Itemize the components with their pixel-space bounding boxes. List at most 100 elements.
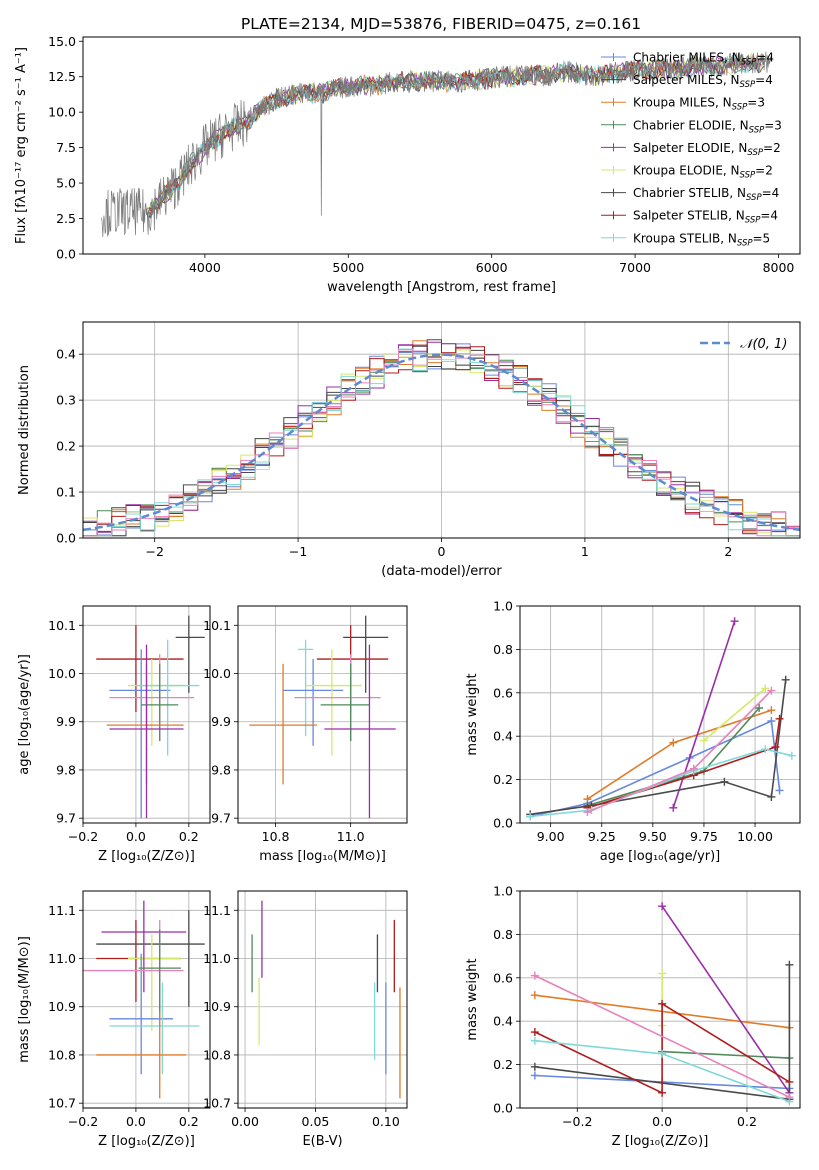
series-line <box>534 1002 790 1095</box>
panel-mass_weight_vs_z: −0.2 0.0 0.2 0.0 0.2 0.4 0.6 0.8 1.0 Z [log₁₀(Z/Z… <box>465 884 801 1149</box>
y-tick-label: 0.8 <box>493 927 513 942</box>
y-tick-label: 1.0 <box>493 599 513 614</box>
y-tick-label: 0.0 <box>56 247 76 262</box>
legend-label: Salpeter STELIB, NSSP=4 <box>633 209 778 226</box>
x-axis-label: wavelength [Angstrom, rest frame] <box>327 280 556 295</box>
y-tick-label: 9.7 <box>211 811 231 826</box>
y-tick-label: 10.1 <box>48 618 76 633</box>
axes-frame <box>237 890 408 1109</box>
axes-frame <box>82 321 801 539</box>
data-marker <box>530 1036 539 1045</box>
x-tick-label: 0.2 <box>737 1114 757 1129</box>
data-marker <box>658 1049 667 1058</box>
data-marker <box>785 1093 794 1102</box>
y-tick-label: 10.0 <box>203 666 231 681</box>
data-marker <box>530 971 539 980</box>
x-tick-label: 1 <box>581 544 589 559</box>
x-tick-label: 0.2 <box>179 829 199 844</box>
data-marker <box>785 960 794 969</box>
x-tick-label: 0.00 <box>231 1114 259 1129</box>
plot-area <box>83 891 210 1108</box>
y-tick-label: 7.5 <box>56 140 76 155</box>
x-tick-label: −0.2 <box>68 1114 98 1129</box>
series-line <box>530 719 781 818</box>
axes-frame <box>237 605 408 824</box>
data-marker <box>669 738 678 747</box>
normal-curve <box>83 353 800 532</box>
x-tick-label: 9.75 <box>690 829 718 844</box>
x-axis-label: Z [log₁₀(Z/Z⊙)] <box>98 849 195 864</box>
data-marker <box>775 786 784 795</box>
y-tick-label: 11.1 <box>48 903 76 918</box>
plot-area <box>101 51 772 238</box>
plot-area <box>238 606 407 823</box>
x-tick-label: 9.50 <box>639 829 667 844</box>
y-tick-label: 9.8 <box>56 762 76 777</box>
panel-mass_vs_ebv: 0.00 0.05 0.10 10.7 10.8 10.9 11.0 11.1 E(B-V) <box>203 890 408 1149</box>
panel-residuals: −2 −1 0 1 2 0.0 0.1 0.2 0.3 0.4 (data-model)/error… <box>17 321 801 579</box>
y-axis-label: Normed distribution <box>17 365 32 495</box>
series-line <box>672 620 736 809</box>
y-tick-label: 0.2 <box>56 439 76 454</box>
series-line <box>534 974 790 1098</box>
series-line <box>587 718 781 809</box>
panel-spectrum: 4000 5000 6000 7000 8000 0.0 2.5 5.0 7.5 10.0 12.5… <box>14 34 801 295</box>
y-tick-label: 10.8 <box>203 1047 231 1062</box>
y-tick-label: 0.6 <box>493 970 513 985</box>
x-tick-label: 0.0 <box>126 1114 146 1129</box>
data-marker <box>530 1028 539 1037</box>
y-tick-label: 9.7 <box>56 811 76 826</box>
plot-area <box>83 606 210 823</box>
y-tick-label: 5.0 <box>56 176 76 191</box>
data-marker <box>669 803 678 812</box>
x-tick-label: −1 <box>289 544 307 559</box>
axes-frame <box>519 890 801 1109</box>
axes-frame <box>519 605 801 824</box>
data-marker <box>658 1088 667 1097</box>
series-line <box>530 679 787 816</box>
x-axis-label: mass [log₁₀(M/M⊙)] <box>259 849 386 864</box>
x-tick-label: −2 <box>145 544 163 559</box>
x-tick-label: 0 <box>438 544 446 559</box>
y-tick-label: 11.0 <box>48 951 76 966</box>
data-marker <box>767 686 776 695</box>
y-tick-label: 9.9 <box>211 714 231 729</box>
series-line <box>586 709 772 800</box>
panel-mass_weight_vs_age: 9.00 9.25 9.50 9.75 10.00 0.0 0.2 0.4 0.6 0.8 1.0 a… <box>465 599 801 864</box>
y-tick-label: 0.6 <box>493 685 513 700</box>
data-marker <box>583 808 592 817</box>
data-marker <box>761 745 770 754</box>
x-axis-label: Z [log₁₀(Z/Z⊙)] <box>612 1134 709 1149</box>
data-marker <box>771 743 780 752</box>
x-tick-label: 7000 <box>619 260 651 275</box>
y-axis-label: mass weight <box>465 673 480 755</box>
y-tick-label: 10.8 <box>48 1047 76 1062</box>
data-marker <box>530 1062 539 1071</box>
x-tick-label: 0.0 <box>652 1114 672 1129</box>
plot-area <box>238 891 407 1108</box>
y-tick-label: 11.1 <box>203 903 231 918</box>
y-axis-label: Flux [fλ10⁻¹⁷ erg cm⁻² s⁻¹ A⁻¹] <box>14 47 29 244</box>
panels: 4000 5000 6000 7000 80000.02.55.07.510.012.5… <box>14 34 801 1149</box>
x-tick-label: 9.00 <box>537 829 565 844</box>
x-tick-label: 0.10 <box>372 1114 400 1129</box>
panel-mass_vs_z: −0.2 0.0 0.2 10.7 10.8 10.9 11.0 11.1 Z [log₁₀(Z… <box>17 890 211 1149</box>
y-axis-label: age [log₁₀(age/yr)] <box>17 654 32 775</box>
x-tick-label: 0.2 <box>179 1114 199 1129</box>
series-line <box>587 690 772 813</box>
y-tick-label: 10.0 <box>48 105 76 120</box>
x-tick-label: −0.2 <box>68 829 98 844</box>
axes-frame <box>82 890 211 1109</box>
y-tick-label: 9.9 <box>56 714 76 729</box>
data-marker <box>785 1077 794 1086</box>
y-tick-label: 9.8 <box>211 762 231 777</box>
data-marker <box>787 751 796 760</box>
y-tick-label: 0.0 <box>493 816 513 831</box>
x-tick-label: 8000 <box>763 260 795 275</box>
axes-frame <box>82 605 211 824</box>
legend-label: Chabrier ELODIE, NSSP=3 <box>633 118 782 135</box>
series-line <box>703 687 766 742</box>
data-marker <box>689 764 698 773</box>
data-marker <box>658 999 667 1008</box>
x-tick-label: 0.0 <box>126 829 146 844</box>
